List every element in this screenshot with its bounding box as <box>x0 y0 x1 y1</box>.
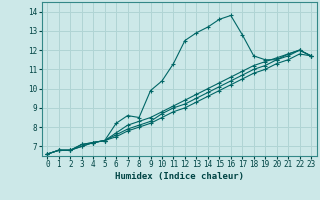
X-axis label: Humidex (Indice chaleur): Humidex (Indice chaleur) <box>115 172 244 181</box>
